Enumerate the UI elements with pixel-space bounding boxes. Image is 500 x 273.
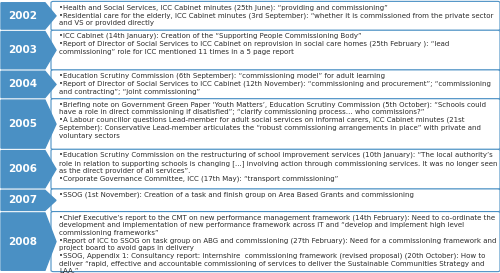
Polygon shape [1,151,56,188]
Text: 2005: 2005 [8,119,38,129]
FancyBboxPatch shape [51,99,500,150]
Polygon shape [1,71,56,97]
FancyBboxPatch shape [51,30,500,70]
Text: •ICC Cabinet (14th January): Creation of the “Supporting People Commissioning Bo: •ICC Cabinet (14th January): Creation of… [60,33,450,55]
Polygon shape [1,213,56,270]
Text: •Education Scrutiny Commission (6th September): “commissioning model” for adult : •Education Scrutiny Commission (6th Sept… [60,73,492,95]
FancyBboxPatch shape [51,1,500,31]
FancyBboxPatch shape [51,189,500,212]
FancyBboxPatch shape [51,212,500,272]
Polygon shape [1,100,56,148]
Text: •Health and Social Services, ICC Cabinet minutes (25th June): “providing and com: •Health and Social Services, ICC Cabinet… [60,4,494,26]
Text: 2002: 2002 [8,11,38,21]
Polygon shape [1,32,56,69]
Text: 2008: 2008 [8,237,38,247]
Text: 2006: 2006 [8,164,38,174]
Text: •Education Scrutiny Commission on the restructuring of school improvement servic: •Education Scrutiny Commission on the re… [60,152,498,182]
Text: 2004: 2004 [8,79,38,90]
Text: •Briefing note on Government Green Paper ‘Youth Matters’, Education Scrutiny Com: •Briefing note on Government Green Paper… [60,102,486,139]
Text: 2007: 2007 [8,195,38,205]
Text: •SSOG (1st November): Creation of a task and finish group on Area Based Grants a: •SSOG (1st November): Creation of a task… [60,192,414,198]
Text: •Chief Executive’s report to the CMT on new performance management framework (14: •Chief Executive’s report to the CMT on … [60,214,497,273]
Polygon shape [1,190,56,210]
FancyBboxPatch shape [51,149,500,189]
FancyBboxPatch shape [51,70,500,99]
Text: 2003: 2003 [8,45,38,55]
Polygon shape [1,3,56,29]
